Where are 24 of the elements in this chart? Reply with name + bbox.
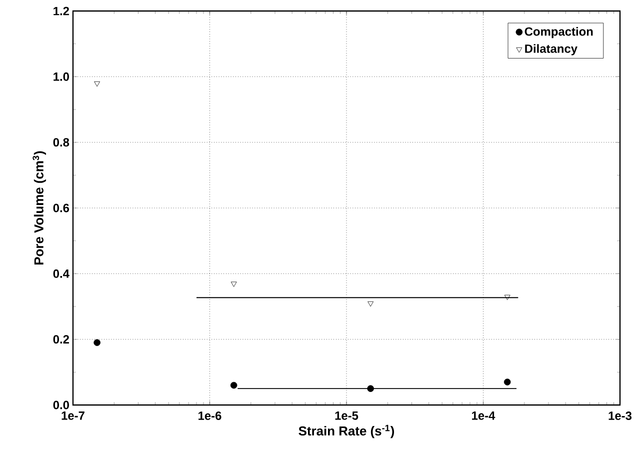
y-axis-title: Pore Volume (cm$^{3}$) — [32, 151, 46, 264]
point — [367, 385, 374, 392]
x-tick-label: 1e-6 — [198, 412, 222, 420]
point — [504, 294, 510, 300]
point — [368, 301, 374, 307]
y-tick-label: 1.0 — [54, 72, 69, 81]
y-tick-label: 0.4 — [53, 269, 70, 278]
point — [94, 81, 100, 87]
point — [504, 378, 511, 386]
x-axis-title: Strain Rate (s$^{-1}$) — [298, 424, 394, 438]
x-tick-label: 1e-7 — [62, 412, 84, 420]
x-tick-label: 1e-4 — [472, 412, 496, 420]
point — [230, 282, 237, 287]
y-tick-label: 0.0 — [53, 400, 69, 410]
y-tick-label: 0.2 — [53, 335, 69, 344]
x-tick-label: 1e-5 — [335, 412, 358, 420]
y-tick-label: 0.6 — [53, 204, 70, 212]
legend-label: Compaction — [524, 27, 593, 38]
y-tick-label: 1.2 — [54, 6, 69, 16]
legend-label: Dilatancy — [525, 44, 578, 56]
x-tick-label: 1e-3 — [608, 412, 632, 420]
point — [94, 339, 100, 346]
point — [230, 382, 238, 389]
y-tick-label: 0.8 — [53, 138, 70, 147]
